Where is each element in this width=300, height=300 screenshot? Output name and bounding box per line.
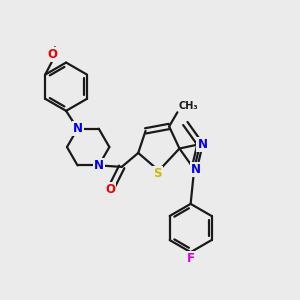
Text: N: N (94, 159, 104, 172)
Text: S: S (153, 167, 162, 180)
Text: CH₃: CH₃ (179, 101, 199, 111)
Text: N: N (197, 138, 207, 151)
Text: O: O (105, 183, 115, 196)
Text: N: N (73, 122, 82, 135)
Text: N: N (190, 163, 201, 176)
Text: F: F (187, 252, 195, 265)
Text: O: O (47, 48, 58, 61)
